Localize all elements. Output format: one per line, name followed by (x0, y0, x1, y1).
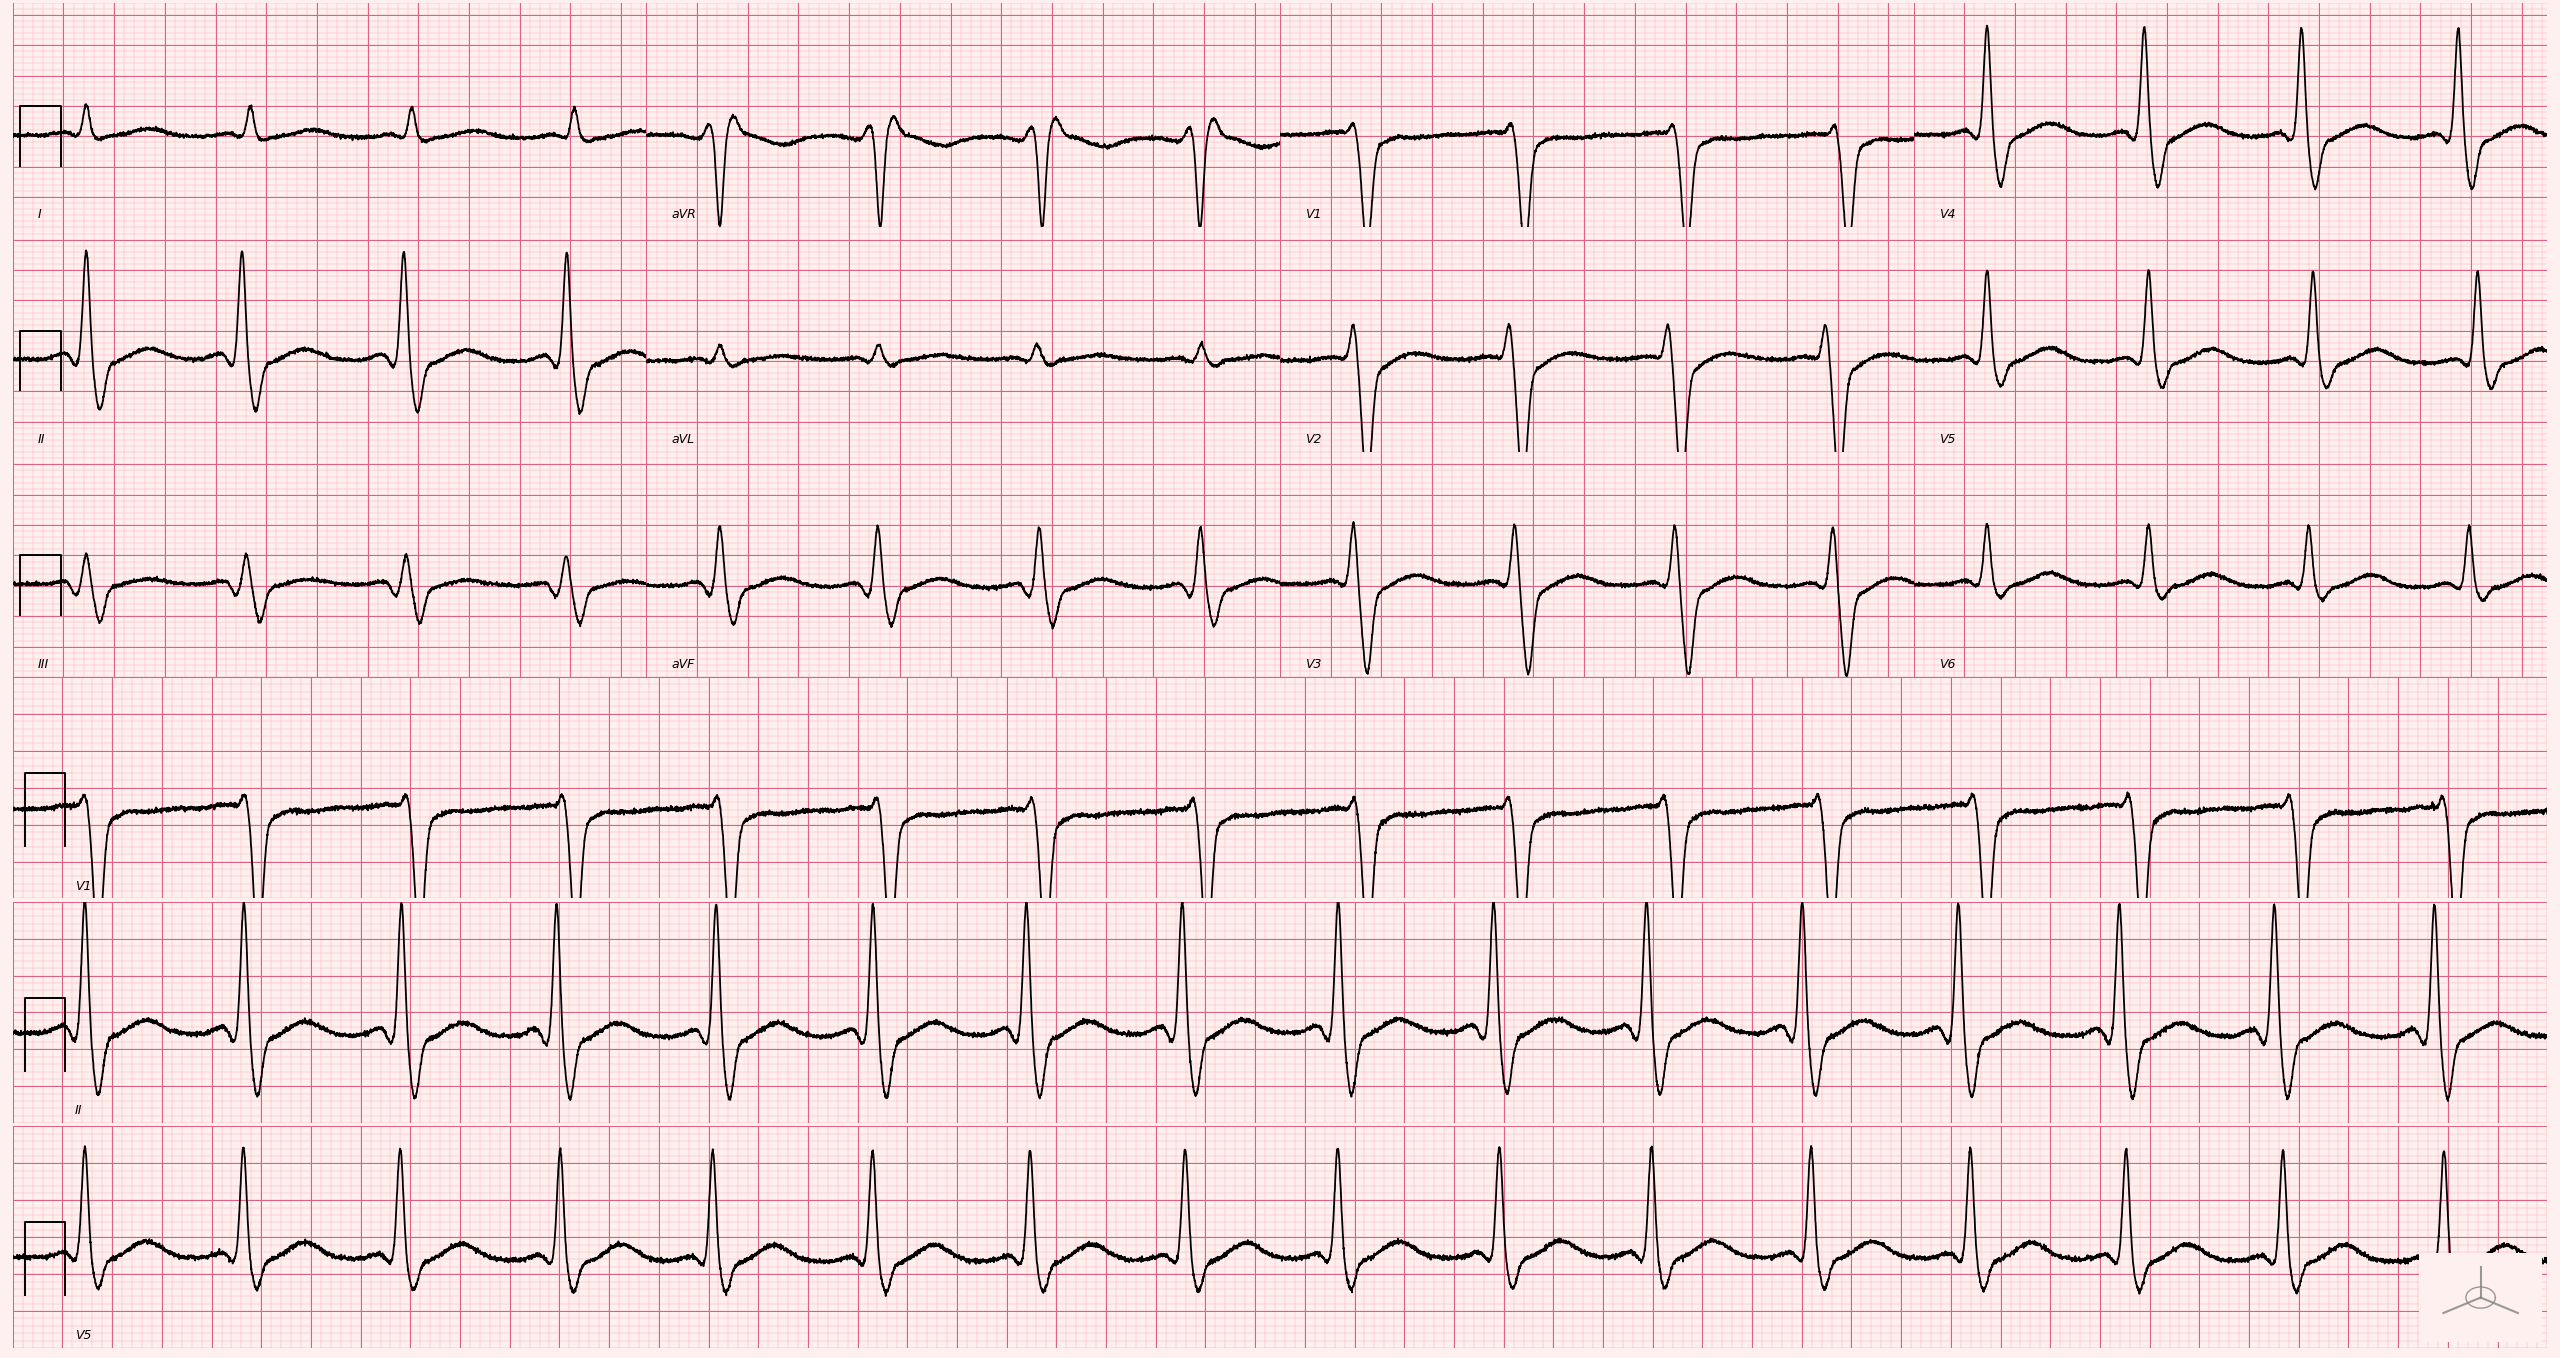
Text: II: II (38, 433, 46, 445)
Text: V4: V4 (1938, 208, 1956, 221)
Text: V5: V5 (1938, 433, 1956, 445)
Text: V5: V5 (74, 1329, 92, 1342)
Text: V1: V1 (1306, 208, 1321, 221)
Text: aVL: aVL (671, 433, 694, 445)
Text: V2: V2 (1306, 433, 1321, 445)
Text: III: III (38, 657, 49, 671)
Text: V3: V3 (1306, 657, 1321, 671)
Text: aVF: aVF (671, 657, 696, 671)
Text: V6: V6 (1938, 657, 1956, 671)
Text: II: II (74, 1104, 82, 1118)
Text: aVR: aVR (671, 208, 696, 221)
Text: I: I (38, 208, 41, 221)
Text: V1: V1 (74, 880, 92, 892)
